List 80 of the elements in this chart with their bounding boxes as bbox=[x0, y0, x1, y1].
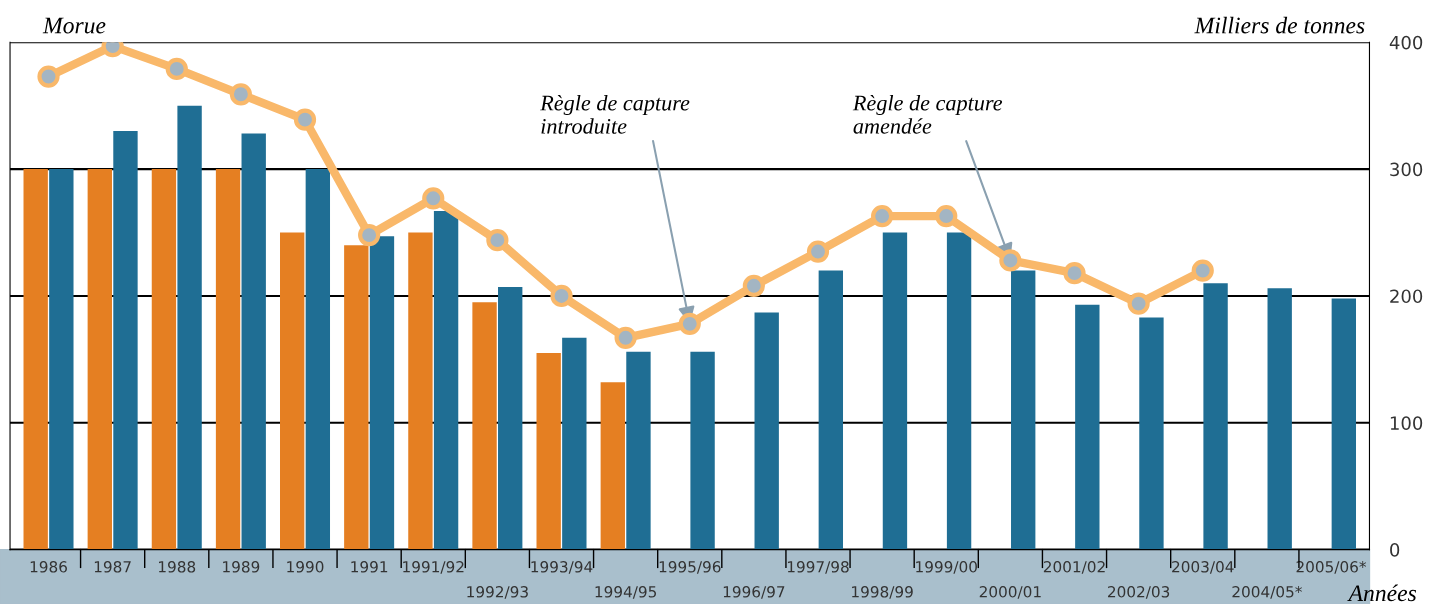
point bbox=[614, 326, 637, 349]
bar bbox=[600, 382, 625, 550]
point bbox=[358, 223, 381, 247]
x-tick-label: 2000/01 bbox=[979, 586, 1041, 599]
point bbox=[1191, 259, 1214, 282]
bar bbox=[49, 169, 74, 550]
bar bbox=[498, 287, 523, 550]
point bbox=[229, 83, 252, 106]
point bbox=[293, 108, 317, 131]
x-tick-label: 2003/04 bbox=[1172, 561, 1234, 574]
x-tick-label: 1997/98 bbox=[787, 561, 849, 574]
x-tick-label: 1986 bbox=[30, 561, 67, 573]
point bbox=[1063, 262, 1086, 285]
bar bbox=[344, 245, 369, 550]
point bbox=[935, 204, 958, 228]
bar bbox=[818, 270, 844, 550]
point bbox=[550, 284, 573, 308]
bar bbox=[241, 133, 266, 550]
point bbox=[165, 57, 188, 81]
bar bbox=[1011, 270, 1036, 550]
x-tick-label: 1991 bbox=[351, 561, 388, 573]
bar bbox=[946, 232, 972, 550]
annotation: Règle de capture amendée bbox=[852, 94, 1003, 134]
y-tick-label: 200 bbox=[1390, 289, 1423, 304]
y-tick-label: 300 bbox=[1390, 162, 1423, 177]
point bbox=[999, 249, 1022, 272]
x-tick-label: 1991/92 bbox=[403, 561, 464, 574]
x-tick-label: 1994/95 bbox=[595, 586, 657, 599]
point bbox=[871, 204, 894, 228]
bar bbox=[408, 232, 433, 550]
y-axis-title: Milliers de tonnes bbox=[1194, 16, 1365, 34]
bar bbox=[280, 232, 305, 550]
point bbox=[806, 240, 830, 263]
bar bbox=[690, 351, 715, 550]
point bbox=[1127, 292, 1150, 315]
x-tick-label: 1988 bbox=[159, 561, 196, 573]
x-axis-title: Années bbox=[1347, 584, 1417, 602]
bar bbox=[177, 105, 202, 550]
bar bbox=[305, 169, 331, 550]
bar bbox=[369, 236, 395, 550]
bar bbox=[87, 169, 112, 550]
bar bbox=[754, 312, 779, 550]
bar bbox=[113, 131, 138, 550]
x-tick-label: 1993/94 bbox=[531, 561, 593, 574]
x-tick-label: 1999/00 bbox=[916, 561, 977, 574]
x-tick-label: 1992/93 bbox=[467, 586, 528, 599]
bar bbox=[1075, 304, 1100, 550]
x-tick-label: 1990 bbox=[287, 561, 324, 573]
y-tick-label: 100 bbox=[1390, 416, 1423, 430]
x-tick-label: 2002/03 bbox=[1108, 586, 1170, 599]
x-tick-label: 1995/96 bbox=[659, 561, 721, 574]
bar bbox=[472, 302, 497, 550]
point bbox=[678, 312, 701, 335]
bar bbox=[626, 351, 651, 550]
chart-title: Morue bbox=[42, 17, 106, 34]
bar bbox=[1331, 298, 1356, 550]
y-tick-label: 400 bbox=[1389, 35, 1423, 50]
bar bbox=[1139, 317, 1164, 550]
x-tick-label: 2005/06* bbox=[1296, 561, 1367, 574]
bar bbox=[536, 353, 561, 550]
x-tick-label: 1989 bbox=[223, 561, 260, 573]
bar bbox=[1267, 288, 1292, 550]
point bbox=[37, 65, 60, 88]
point bbox=[486, 229, 509, 252]
point bbox=[422, 187, 445, 210]
bar bbox=[1203, 283, 1228, 550]
x-tick-label: 1996/97 bbox=[723, 586, 785, 599]
bar bbox=[433, 210, 459, 550]
x-tick-label: 1987 bbox=[94, 561, 131, 573]
x-tick-label: 2001/02 bbox=[1043, 561, 1105, 574]
bar bbox=[151, 169, 177, 550]
bar bbox=[215, 169, 241, 550]
x-tick-label: 1998/99 bbox=[852, 586, 913, 599]
y-tick-label: 0 bbox=[1390, 543, 1400, 557]
point bbox=[742, 274, 765, 297]
bar bbox=[23, 169, 48, 550]
bar bbox=[882, 232, 908, 550]
bar bbox=[562, 337, 587, 550]
x-tick-label: 2004/05* bbox=[1232, 586, 1302, 599]
annotation: Règle de capture introduite bbox=[540, 94, 690, 134]
